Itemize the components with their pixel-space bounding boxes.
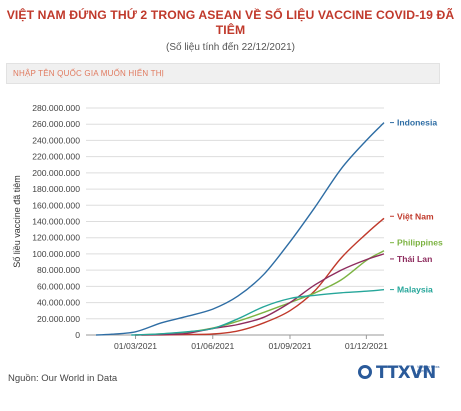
y-axis-label: Số liều vaccine đã tiêm <box>12 175 22 268</box>
y-tick-label: 80.000.000 <box>37 265 80 275</box>
source-note: Nguồn: Our World in Data <box>8 373 118 384</box>
logo-text: TTXVN <box>376 363 436 382</box>
y-tick-label: 120.000.000 <box>32 233 80 243</box>
line-chart: 0 20.000.000 40.000.000 60.000.000 80.000.00… <box>12 103 443 351</box>
series-label-malaysia: Malaysia <box>397 285 433 295</box>
x-tick-label: 01/09/2021 <box>268 341 311 351</box>
series-line-indonesia <box>96 122 385 336</box>
y-tick-label: 40.000.000 <box>37 298 80 308</box>
series-line-thai-lan <box>134 253 385 336</box>
series-label-indonesia: Indonesia <box>397 118 437 128</box>
series-label-philippines: Philippines <box>397 238 443 248</box>
x-tick-label: 01/03/2021 <box>114 341 157 351</box>
y-tick-label: 140.000.000 <box>32 217 80 227</box>
globe-logo-icon <box>358 365 372 379</box>
y-tick-label: 0 <box>75 330 80 340</box>
y-tick-label: 220.000.000 <box>32 152 80 162</box>
y-tick-label: 160.000.000 <box>32 200 80 210</box>
ttxvn-logo: TTXVN Vietnam News Agency <box>356 362 448 384</box>
chart-subtitle: (Số liệu tính đến 22/12/2021) <box>166 42 295 53</box>
y-tick-label: 260.000.000 <box>32 119 80 129</box>
series-label-thai-lan: Thái Lan <box>397 254 432 264</box>
series-line-malaysia <box>131 288 385 336</box>
chart-title: VIỆT NAM ĐỨNG THỨ 2 TRONG ASEAN VỀ SỐ LI… <box>6 8 455 37</box>
y-tick-label: 200.000.000 <box>32 168 80 178</box>
y-tick-label: 100.000.000 <box>32 249 80 259</box>
logo-subtitle: Vietnam News Agency <box>417 365 440 373</box>
y-tick-label: 60.000.000 <box>37 281 80 291</box>
x-tick-label: 01/12/2021 <box>345 341 388 351</box>
x-tick-label: 01/06/2021 <box>191 341 234 351</box>
series-label-viet-nam: Việt Nam <box>397 211 434 221</box>
y-tick-label: 20.000.000 <box>37 314 80 324</box>
y-tick-label: 240.000.000 <box>32 135 80 145</box>
y-tick-label: 180.000.000 <box>32 184 80 194</box>
y-tick-label: 280.000.000 <box>32 103 80 113</box>
country-search-input[interactable]: NHẬP TÊN QUỐC GIA MUỐN HIỂN THỊ <box>6 63 440 84</box>
